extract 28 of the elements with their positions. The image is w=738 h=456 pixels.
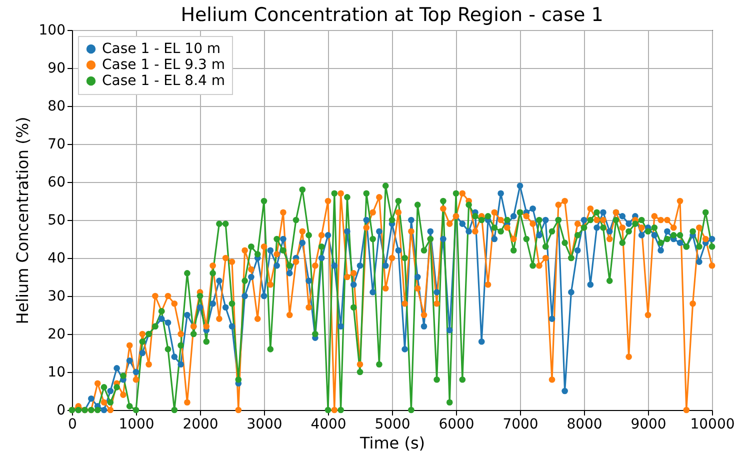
- x-tick-label: 4000: [310, 416, 346, 432]
- y-tick-label: 70: [48, 136, 66, 152]
- x-tick-label: 9000: [630, 416, 666, 432]
- y-axis-title: Helium Concentration (%): [12, 116, 32, 324]
- x-tick-label: 3000: [246, 416, 282, 432]
- y-tick-label: 30: [48, 288, 66, 304]
- x-tick-label: 8000: [566, 416, 602, 432]
- x-tick-label: 2000: [182, 416, 218, 432]
- y-tick-label: 80: [48, 98, 66, 114]
- y-tick-label: 50: [48, 212, 66, 228]
- chart-title: Helium Concentration at Top Region - case 1: [180, 4, 604, 26]
- x-tick-label: 6000: [438, 416, 474, 432]
- y-tick-label: 60: [48, 174, 66, 190]
- y-tick-label: 0: [56, 402, 66, 418]
- x-tick-label: 1000: [118, 416, 154, 432]
- x-tick-label: 5000: [374, 416, 410, 432]
- y-tick-label: 40: [48, 250, 66, 266]
- legend-label: Case 1 - EL 9.3 m: [102, 57, 226, 73]
- legend-label: Case 1 - EL 8.4 m: [102, 73, 226, 89]
- y-tick-label: 90: [48, 60, 66, 76]
- x-tick-label: 0: [68, 416, 77, 432]
- x-tick-label: 10000: [690, 416, 735, 432]
- x-tick-label: 7000: [502, 416, 538, 432]
- y-tick-label: 10: [48, 364, 66, 380]
- x-axis-title: Time (s): [358, 434, 426, 452]
- y-tick-label: 100: [38, 22, 66, 38]
- y-tick-label: 20: [48, 326, 66, 342]
- legend-label: Case 1 - EL 10 m: [102, 41, 221, 57]
